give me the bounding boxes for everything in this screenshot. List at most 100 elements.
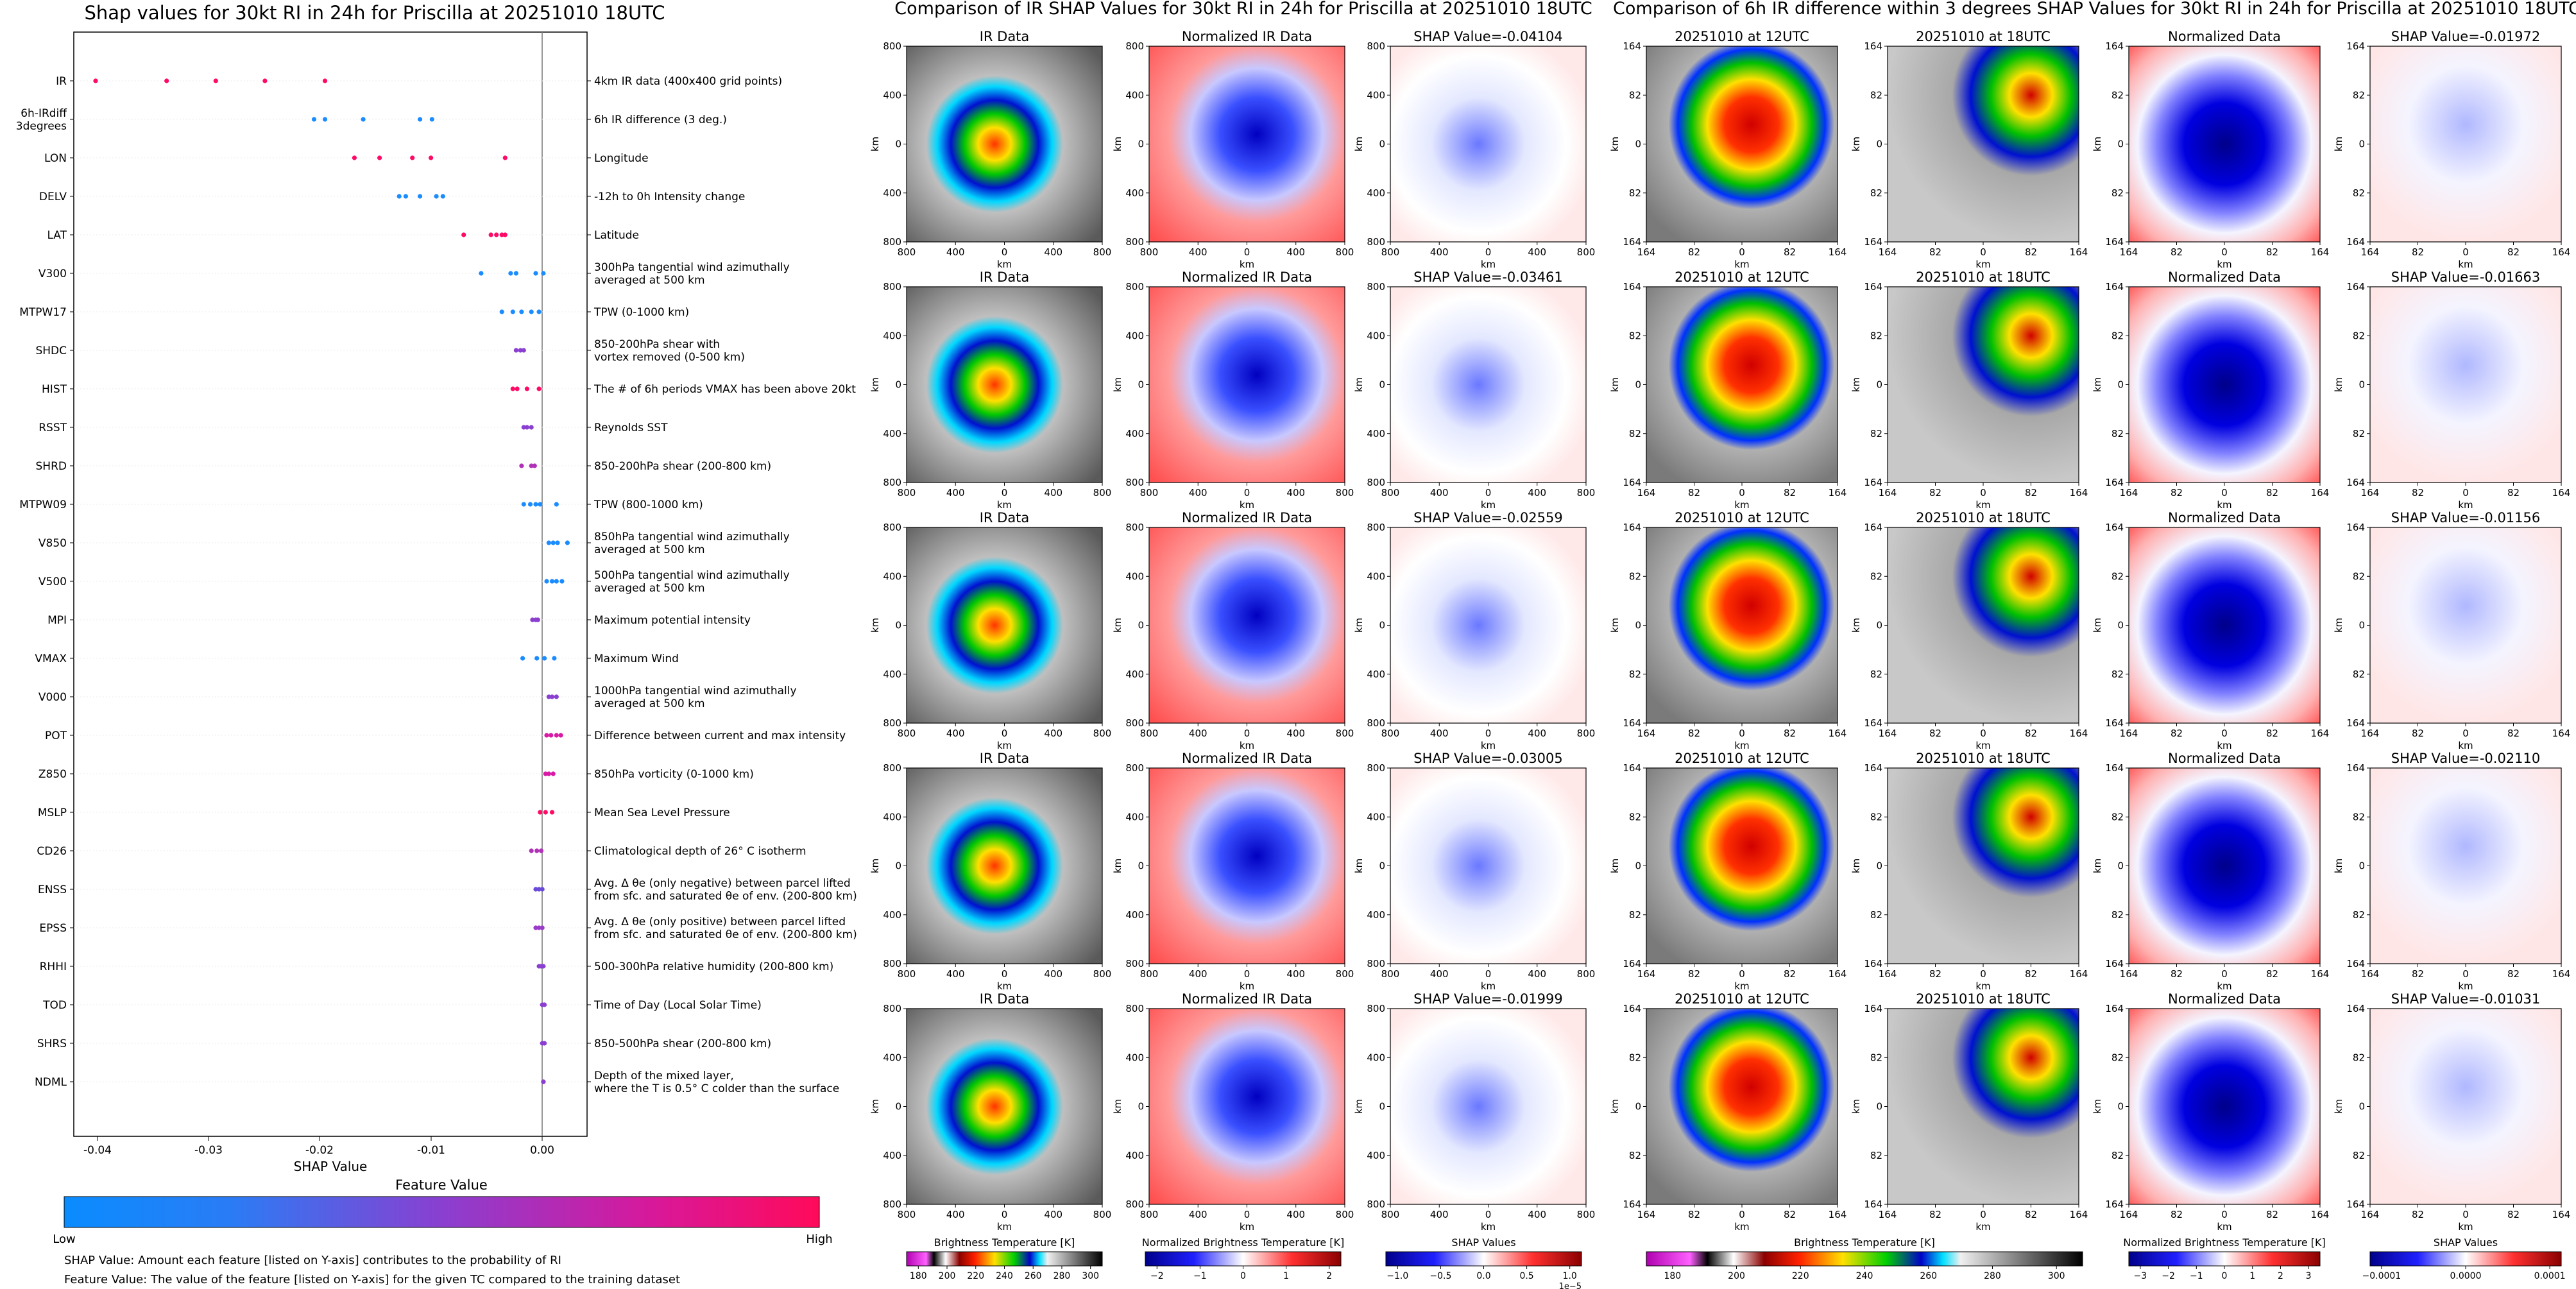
- shap-point: [533, 502, 538, 507]
- x-tick-label: 82: [2171, 968, 2183, 980]
- x-tick-label: 800: [1336, 487, 1354, 499]
- colorbar-tick-label: 0.0000: [2450, 1271, 2482, 1281]
- shap-point: [542, 656, 547, 661]
- y-tick-label: 0: [1138, 1101, 1144, 1113]
- colorbar-tick-label: 220: [967, 1271, 984, 1281]
- y-tick-label: 800: [883, 236, 901, 248]
- shap-point: [520, 656, 525, 661]
- y-tick-label: 164: [2346, 522, 2365, 533]
- colorbar-tick-label: 280: [1984, 1271, 2001, 1281]
- shap-point: [542, 1002, 547, 1007]
- feature-label: POT: [45, 730, 67, 742]
- x-tick-label: 164: [2311, 246, 2330, 258]
- x-tick-label: 400: [1430, 487, 1449, 499]
- feature-description: Latitude: [594, 229, 639, 242]
- shap-point: [213, 78, 218, 83]
- panel-title: 20251010 at 18UTC: [1916, 510, 2051, 525]
- shap-point: [322, 78, 328, 83]
- panel-image: [2128, 1008, 2321, 1205]
- feature-description: 500-300hPa relative humidity (200-800 km…: [594, 960, 833, 973]
- x-tick-label: 82: [2266, 968, 2278, 980]
- x-tick-label: 400: [946, 968, 965, 980]
- y-tick-label: 164: [1623, 477, 1641, 488]
- y-tick-label: 400: [1367, 187, 1385, 199]
- feature-label: RSST: [38, 422, 67, 434]
- x-axis-unit: km: [1975, 499, 1990, 511]
- x-tick-label: 0: [2462, 1209, 2469, 1220]
- y-tick-label: 400: [1125, 1150, 1144, 1161]
- y-tick-label: 164: [1864, 522, 1882, 533]
- y-axis-unit: km: [2333, 1099, 2344, 1114]
- feature-description: 4km IR data (400x400 grid points): [594, 75, 782, 88]
- y-tick-label: 0: [1635, 139, 1641, 150]
- y-tick-label: 164: [1623, 236, 1641, 248]
- panel-image: [1390, 1008, 1587, 1205]
- y-tick-label: 164: [1864, 477, 1882, 488]
- x-tick-label: 800: [1093, 1209, 1112, 1220]
- y-tick-label: 164: [2346, 958, 2365, 969]
- x-tick-label: -0.03: [194, 1144, 223, 1157]
- x-tick-label: 82: [1784, 246, 1796, 258]
- shap-point: [533, 925, 538, 930]
- x-tick-label: 400: [1189, 1209, 1207, 1220]
- x-axis-unit: km: [997, 1221, 1012, 1233]
- x-tick-label: 0: [2221, 728, 2228, 739]
- feature-description: 850-200hPa shear (200-800 km): [594, 460, 771, 473]
- y-tick-label: 82: [1870, 330, 1882, 341]
- panel-title: Normalized IR Data: [1182, 269, 1312, 285]
- x-tick-label: 0: [1485, 246, 1492, 258]
- feature-description: TPW (800-1000 km): [593, 499, 703, 511]
- x-tick-label: 164: [1829, 487, 1847, 499]
- y-axis-unit: km: [1353, 618, 1365, 633]
- colorbar-tick-label: 2: [1326, 1271, 1332, 1281]
- y-tick-label: 0: [1635, 620, 1641, 631]
- shap-point: [554, 502, 559, 507]
- x-tick-label: 82: [2171, 246, 2183, 258]
- shap-point: [536, 887, 542, 892]
- x-axis-unit: km: [1975, 980, 1990, 992]
- x-tick-label: 800: [1577, 728, 1596, 739]
- y-tick-label: 0: [2117, 1101, 2124, 1113]
- y-tick-label: 800: [883, 281, 901, 293]
- shap-point: [488, 232, 493, 237]
- y-tick-label: 164: [1623, 717, 1641, 729]
- panel-title: SHAP Value=-0.04104: [1413, 29, 1563, 44]
- y-tick-label: 164: [1864, 717, 1882, 729]
- y-tick-label: 164: [1623, 762, 1641, 774]
- feature-description: Maximum Wind: [594, 653, 679, 665]
- y-axis-unit: km: [1850, 618, 1862, 633]
- y-tick-label: 82: [2111, 1052, 2124, 1063]
- x-axis-unit: km: [1734, 499, 1749, 511]
- x-axis-unit: km: [1734, 1221, 1749, 1233]
- x-tick-label: 400: [1286, 1209, 1305, 1220]
- x-tick-label: 400: [1430, 246, 1449, 258]
- y-tick-label: 800: [1367, 40, 1385, 52]
- y-tick-label: 0: [895, 379, 901, 391]
- x-tick-label: 800: [1140, 1209, 1159, 1220]
- shap-point: [429, 155, 434, 160]
- y-tick-label: 82: [2353, 1150, 2365, 1161]
- shap-point: [536, 925, 542, 930]
- y-tick-label: 400: [1367, 428, 1385, 440]
- y-tick-label: 82: [2111, 187, 2124, 199]
- y-tick-label: 0: [1379, 139, 1385, 150]
- x-tick-label: 800: [1336, 246, 1354, 258]
- shap-point: [418, 194, 423, 199]
- x-tick-label: 400: [1044, 968, 1062, 980]
- panel-title: 20251010 at 12UTC: [1675, 510, 1809, 525]
- y-tick-label: 82: [1870, 909, 1882, 921]
- x-tick-label: 800: [1140, 728, 1159, 739]
- panel-title: Normalized IR Data: [1182, 510, 1312, 525]
- shap-point: [479, 271, 484, 276]
- x-tick-label: 400: [1286, 487, 1305, 499]
- y-tick-label: 800: [1125, 522, 1144, 533]
- panel-title: IR Data: [980, 991, 1030, 1007]
- y-tick-label: 0: [2117, 379, 2124, 391]
- x-tick-label: 82: [1784, 487, 1796, 499]
- shap-point: [508, 271, 513, 276]
- y-tick-label: 800: [1125, 717, 1144, 729]
- x-tick-label: 82: [2412, 246, 2424, 258]
- y-axis-unit: km: [1609, 1099, 1621, 1114]
- x-axis-unit: km: [1240, 740, 1254, 751]
- feature-description: Difference between current and max inten…: [594, 730, 846, 742]
